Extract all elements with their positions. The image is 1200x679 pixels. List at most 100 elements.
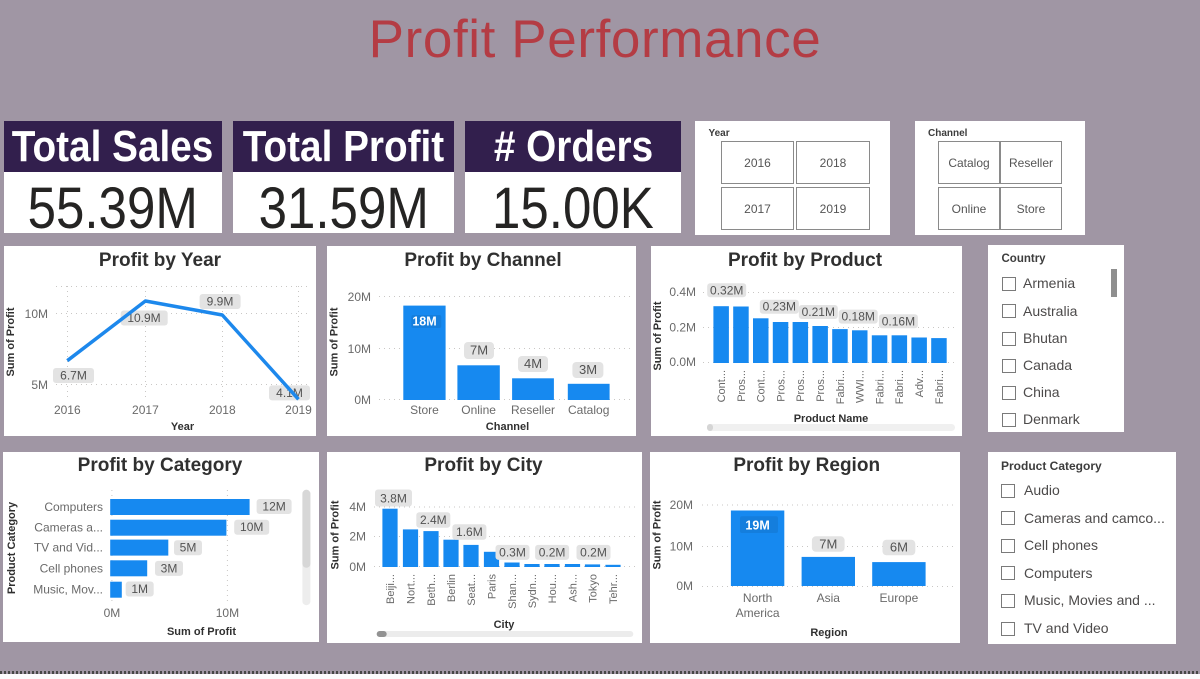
- svg-text:Europe: Europe: [880, 591, 919, 605]
- svg-text:Pros...: Pros...: [815, 370, 827, 402]
- svg-text:10M: 10M: [348, 342, 371, 356]
- svg-text:4M: 4M: [524, 356, 542, 371]
- svg-text:7M: 7M: [819, 536, 837, 551]
- svg-text:2018: 2018: [209, 403, 236, 417]
- svg-text:WWI...: WWI...: [855, 370, 867, 403]
- svg-text:0.16M: 0.16M: [882, 314, 915, 328]
- svg-text:Profit by Year: Profit by Year: [99, 250, 222, 271]
- svg-text:10M: 10M: [25, 307, 48, 321]
- svg-text:Tokyo: Tokyo: [588, 574, 600, 603]
- svg-text:10M: 10M: [670, 540, 693, 554]
- svg-text:Fabri...: Fabri...: [894, 370, 906, 404]
- svg-text:0.4M: 0.4M: [669, 285, 696, 299]
- svg-text:0M: 0M: [104, 606, 121, 620]
- svg-text:0.2M: 0.2M: [580, 545, 607, 559]
- svg-text:Sum of Profit: Sum of Profit: [329, 307, 341, 376]
- svg-text:0M: 0M: [354, 393, 371, 407]
- svg-text:Profit by Category: Profit by Category: [78, 455, 243, 476]
- svg-text:0.21M: 0.21M: [802, 305, 835, 319]
- svg-text:Tehr...: Tehr...: [608, 574, 620, 604]
- svg-text:Sum of Profit: Sum of Profit: [652, 301, 664, 370]
- svg-text:Reseller: Reseller: [511, 403, 555, 417]
- svg-text:Pros...: Pros...: [795, 370, 807, 402]
- svg-text:Year: Year: [171, 421, 195, 433]
- svg-text:Sum of Profit: Sum of Profit: [652, 500, 664, 569]
- svg-text:10.9M: 10.9M: [127, 311, 160, 325]
- svg-text:City: City: [494, 619, 516, 631]
- svg-text:12M: 12M: [262, 500, 285, 514]
- svg-text:Product Category: Product Category: [6, 501, 18, 594]
- svg-text:Product Name: Product Name: [794, 413, 869, 425]
- svg-text:Asia: Asia: [817, 591, 841, 605]
- svg-text:20M: 20M: [670, 498, 693, 512]
- svg-text:Sydn...: Sydn...: [527, 574, 539, 608]
- svg-text:3.8M: 3.8M: [380, 492, 407, 506]
- svg-text:6.7M: 6.7M: [60, 369, 87, 383]
- svg-text:Sum of Profit: Sum of Profit: [5, 307, 17, 376]
- svg-text:Fabri...: Fabri...: [874, 370, 886, 404]
- svg-text:Berlin: Berlin: [446, 574, 458, 602]
- svg-text:Nort...: Nort...: [406, 574, 418, 604]
- svg-text:Profit by City: Profit by City: [424, 455, 543, 476]
- svg-text:Fabri...: Fabri...: [934, 370, 946, 404]
- svg-text:18M: 18M: [412, 315, 436, 329]
- svg-text:2017: 2017: [132, 403, 159, 417]
- svg-text:0.3M: 0.3M: [499, 545, 526, 559]
- svg-text:2M: 2M: [349, 530, 366, 544]
- svg-text:1M: 1M: [131, 582, 148, 596]
- svg-text:Shan...: Shan...: [507, 574, 519, 609]
- svg-text:Cont...: Cont...: [756, 370, 768, 402]
- svg-text:Cell phones: Cell phones: [40, 561, 103, 575]
- svg-text:Paris: Paris: [487, 574, 499, 600]
- svg-text:Adv...: Adv...: [914, 370, 926, 397]
- svg-text:10M: 10M: [216, 606, 239, 620]
- svg-text:Profit by Channel: Profit by Channel: [404, 250, 561, 271]
- svg-text:20M: 20M: [348, 290, 371, 304]
- svg-text:Profit by Region: Profit by Region: [733, 455, 880, 476]
- svg-text:Cameras a...: Cameras a...: [34, 521, 103, 535]
- svg-text:9.9M: 9.9M: [207, 295, 234, 309]
- svg-text:3M: 3M: [579, 362, 597, 377]
- svg-text:Catalog: Catalog: [568, 403, 609, 417]
- svg-text:19M: 19M: [745, 519, 769, 533]
- svg-text:Seat...: Seat...: [466, 574, 478, 606]
- svg-text:Region: Region: [810, 627, 848, 639]
- svg-text:0.2M: 0.2M: [539, 545, 566, 559]
- svg-text:10M: 10M: [240, 520, 263, 534]
- svg-text:Fabri...: Fabri...: [835, 370, 847, 404]
- svg-text:2019: 2019: [285, 403, 312, 417]
- svg-text:Beth...: Beth...: [426, 574, 438, 606]
- svg-text:Pros...: Pros...: [736, 370, 748, 402]
- svg-text:Sum of Profit: Sum of Profit: [330, 500, 342, 569]
- svg-text:0M: 0M: [676, 579, 693, 593]
- svg-text:Hou...: Hou...: [547, 574, 559, 603]
- svg-text:Music, Mov...: Music, Mov...: [33, 583, 103, 597]
- svg-text:Computers: Computers: [44, 500, 103, 514]
- svg-text:1.6M: 1.6M: [456, 525, 483, 539]
- svg-text:America: America: [736, 606, 780, 620]
- svg-text:5M: 5M: [31, 378, 48, 392]
- svg-text:0.23M: 0.23M: [763, 300, 796, 314]
- svg-text:3M: 3M: [161, 561, 178, 575]
- svg-text:0.18M: 0.18M: [842, 310, 875, 324]
- svg-text:TV and Vid...: TV and Vid...: [34, 541, 103, 555]
- svg-text:0.0M: 0.0M: [669, 355, 696, 369]
- svg-text:0.32M: 0.32M: [710, 283, 743, 297]
- svg-text:Ash...: Ash...: [568, 574, 580, 602]
- svg-text:North: North: [743, 591, 772, 605]
- svg-text:Online: Online: [461, 403, 496, 417]
- svg-text:4M: 4M: [349, 500, 366, 514]
- svg-text:Pros...: Pros...: [776, 370, 788, 402]
- svg-text:Channel: Channel: [486, 421, 529, 433]
- svg-text:Store: Store: [410, 403, 439, 417]
- svg-text:7M: 7M: [470, 343, 488, 358]
- svg-text:5M: 5M: [180, 541, 197, 555]
- svg-text:Beiji...: Beiji...: [385, 574, 397, 604]
- svg-text:2016: 2016: [54, 403, 81, 417]
- svg-text:0.2M: 0.2M: [669, 321, 696, 335]
- svg-text:Sum of Profit: Sum of Profit: [167, 626, 236, 638]
- svg-text:0M: 0M: [349, 560, 366, 574]
- svg-text:2.4M: 2.4M: [420, 513, 447, 527]
- svg-text:6M: 6M: [890, 540, 908, 555]
- svg-text:Cont...: Cont...: [716, 370, 728, 402]
